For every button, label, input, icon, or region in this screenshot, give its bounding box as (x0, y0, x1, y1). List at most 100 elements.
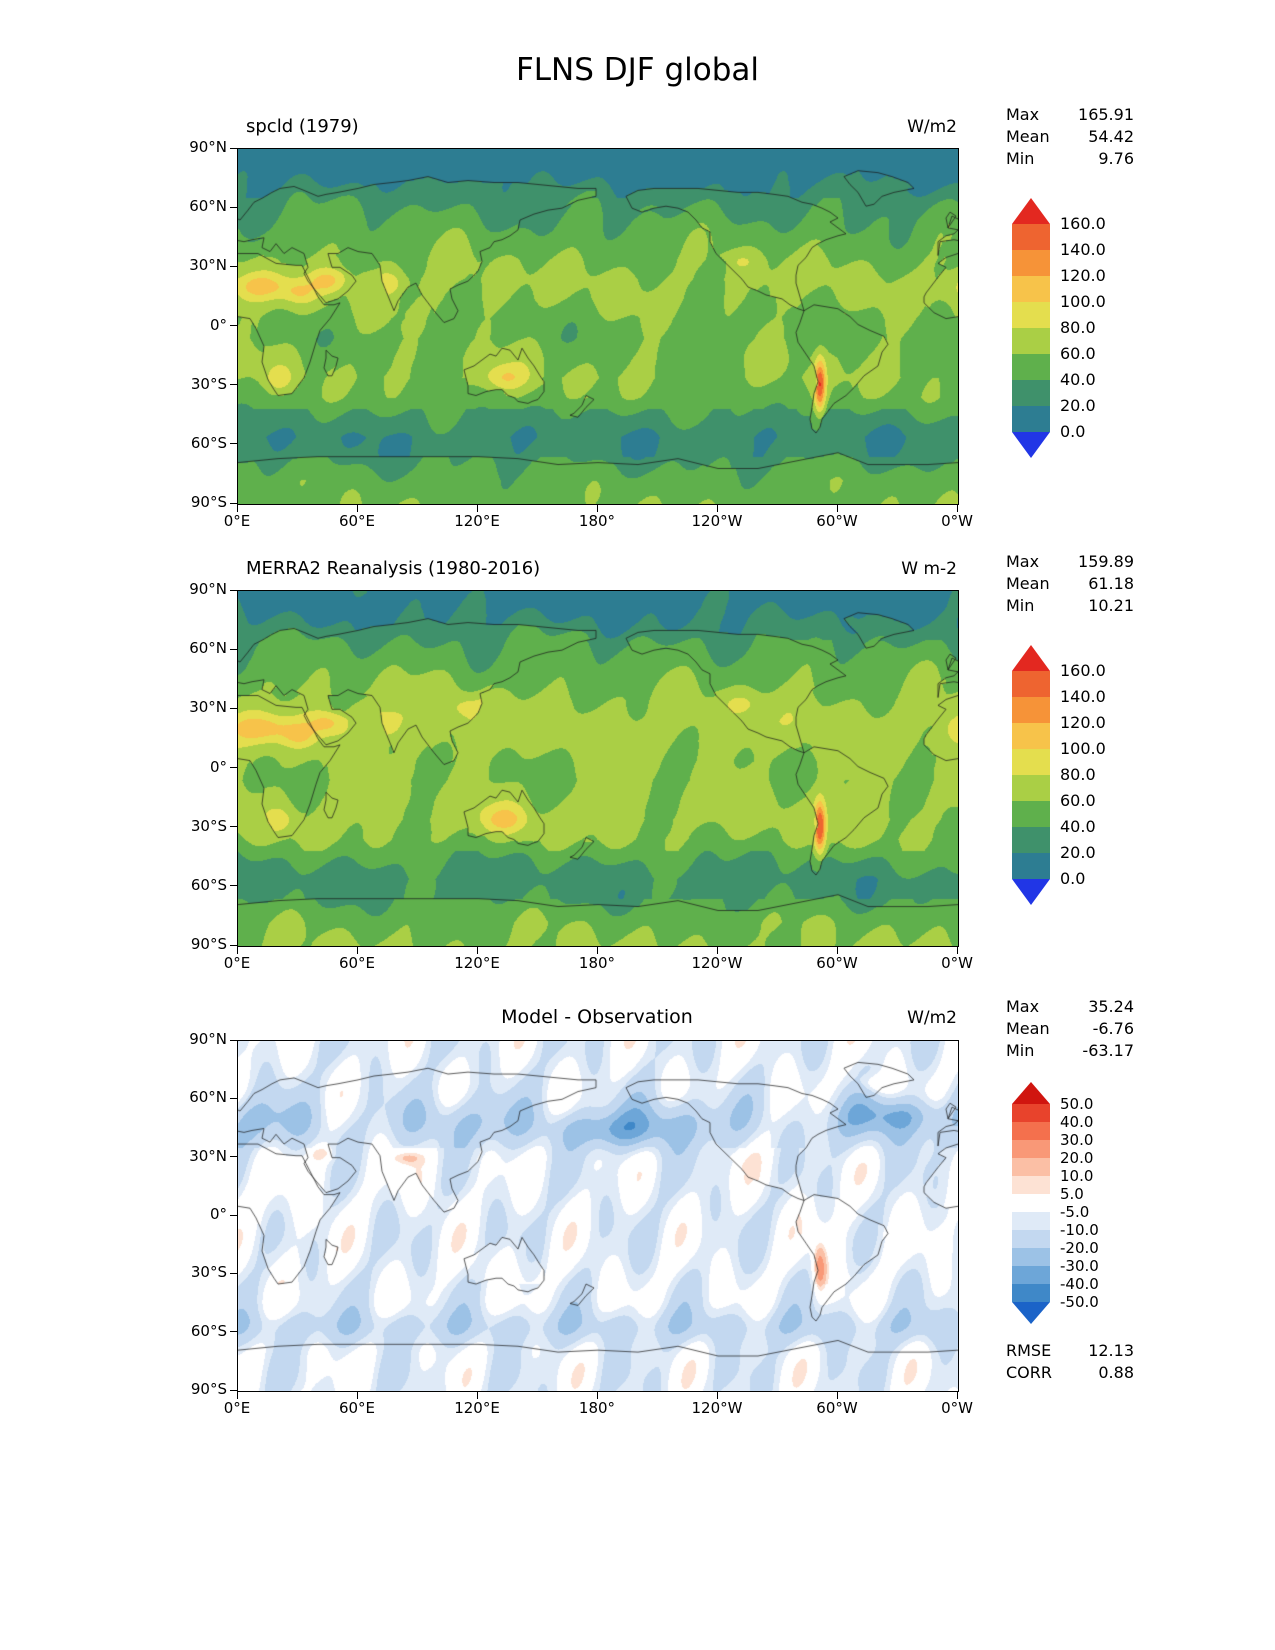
colorbar-segment (1012, 1248, 1050, 1266)
y-axis-tick-label: 60°S (190, 433, 227, 452)
y-axis-tick-label: 30°S (190, 374, 227, 393)
colorbar-tick-label: 40.0 (1060, 370, 1096, 389)
colorbar-segment (1012, 328, 1050, 354)
y-axis-tick-label: 90°N (189, 580, 227, 598)
stat-label: Max (1006, 552, 1040, 571)
y-axis-tick-mark (230, 1389, 237, 1391)
colorbar-tick-label: -5.0 (1060, 1203, 1090, 1221)
x-axis-tick-label: 180° (578, 954, 616, 972)
y-axis-tick-label: 90°N (189, 138, 227, 156)
y-axis-tick-label: 0° (209, 315, 227, 334)
colorbar-segment (1012, 302, 1050, 328)
x-axis-tick-mark (716, 1392, 718, 1399)
panel-units-difference: W/m2 (907, 1008, 957, 1028)
colorbar-tick-label: 100.0 (1060, 292, 1106, 311)
stat-value: 165.91 (1078, 105, 1134, 124)
map-canvas-reference (237, 590, 959, 947)
x-axis-tick-mark (476, 505, 478, 512)
colorbar-tick-label: 0.0 (1060, 869, 1086, 888)
stat-row-min: Min 10.21 (1006, 595, 1134, 617)
stats-block-reference: Max 159.89 Mean 61.18 Min 10.21 (1006, 551, 1134, 617)
x-axis-tick-label: 0°E (223, 512, 251, 530)
y-axis-tick-mark (230, 1097, 237, 1099)
colorbar-lower-arrow (1012, 879, 1050, 905)
y-axis-tick-mark (230, 206, 237, 208)
colorbar-segment (1012, 1230, 1050, 1248)
colorbar-tick-label: 160.0 (1060, 214, 1106, 233)
y-axis-tick-mark (230, 325, 237, 326)
colorbar-tick-label: 120.0 (1060, 266, 1106, 285)
y-axis-tick-mark (230, 944, 237, 946)
y-axis-tick-mark (230, 1331, 237, 1333)
stat-value: 61.18 (1088, 574, 1134, 593)
colorbar-tick-label: 0.0 (1060, 422, 1086, 441)
colorbar-tick-label: 5.0 (1060, 1185, 1084, 1203)
y-axis-tick-label: 60°N (189, 1088, 227, 1107)
colorbar-tick-label: 20.0 (1060, 843, 1096, 862)
colorbar-segment (1012, 1284, 1050, 1302)
y-axis-tick-label: 0° (209, 1205, 227, 1223)
colorbar-segment (1012, 697, 1050, 723)
colorbar-segment (1012, 276, 1050, 302)
stat-value: 159.89 (1078, 552, 1134, 571)
y-axis-tick-label: 30°N (189, 1146, 227, 1165)
y-axis-tick-mark (230, 589, 237, 591)
y-axis-tick-mark (230, 826, 237, 828)
y-axis-tick-label: 60°S (190, 1321, 227, 1340)
stat-row-max: Max 35.24 (1006, 996, 1134, 1018)
x-axis-tick-label: 60°E (338, 512, 376, 530)
stat-row-min: Min -63.17 (1006, 1040, 1134, 1062)
colorbar-upper-arrow (1012, 198, 1050, 224)
colorbar-segment (1012, 1104, 1050, 1122)
y-axis-tick-mark (230, 265, 237, 267)
x-axis-tick-mark (236, 947, 238, 954)
y-axis-tick-label: 90°S (190, 493, 227, 511)
colorbar-segment (1012, 827, 1050, 853)
colorbar-segment (1012, 723, 1050, 749)
y-axis-tick-mark (230, 1272, 237, 1274)
panel-units-reference: W m-2 (901, 559, 957, 579)
x-axis-tick-label: 0°W (941, 512, 973, 530)
stat-row-rmse: RMSE 12.13 (1006, 1340, 1134, 1362)
colorbar-tick-label: 100.0 (1060, 739, 1106, 758)
y-axis-tick-label: 30°S (190, 816, 227, 835)
stat-row-mean: Mean -6.76 (1006, 1018, 1134, 1040)
stat-label: Min (1006, 1041, 1035, 1060)
colorbar-tick-label: 80.0 (1060, 765, 1096, 784)
x-axis-tick-mark (596, 1392, 598, 1399)
y-axis-tick-mark (230, 707, 237, 709)
x-axis-tick-mark (956, 505, 958, 512)
colorbar-tick-label: 20.0 (1060, 396, 1096, 415)
stat-row-min: Min 9.76 (1006, 148, 1134, 170)
colorbar-segment (1012, 1212, 1050, 1230)
y-axis-tick-label: 90°S (190, 1380, 227, 1398)
y-axis-tick-label: 0° (209, 757, 227, 776)
colorbar-tick-label: 160.0 (1060, 661, 1106, 680)
x-axis-tick-label: 180° (578, 512, 616, 530)
colorbar-tick-label: -30.0 (1060, 1257, 1099, 1275)
stat-row-max: Max 165.91 (1006, 104, 1134, 126)
y-axis-tick-label: 90°N (189, 1030, 227, 1048)
colorbar-tick-label: 20.0 (1060, 1149, 1094, 1167)
y-axis-tick-mark (230, 502, 237, 504)
stat-row-mean: Mean 61.18 (1006, 573, 1134, 595)
x-axis-tick-mark (716, 505, 718, 512)
y-axis-tick-mark (230, 1039, 237, 1041)
x-axis-tick-mark (956, 1392, 958, 1399)
stat-value: 35.24 (1088, 997, 1134, 1016)
x-axis-tick-mark (236, 505, 238, 512)
colorbar-tick-label: 140.0 (1060, 687, 1106, 706)
colorbar-segment (1012, 1194, 1050, 1212)
colorbar-tick-label: 10.0 (1060, 1167, 1094, 1185)
colorbar-tick-label: -50.0 (1060, 1293, 1099, 1311)
colorbar-tick-label: 60.0 (1060, 791, 1096, 810)
stat-value: 12.13 (1088, 1341, 1134, 1360)
x-axis-tick-mark (476, 947, 478, 954)
colorbar-tick-label: 30.0 (1060, 1131, 1094, 1149)
colorbar-tick-label: 120.0 (1060, 713, 1106, 732)
stat-value: 54.42 (1088, 127, 1134, 146)
colorbar-tick-label: 140.0 (1060, 240, 1106, 259)
colorbar-tick-label: -40.0 (1060, 1275, 1099, 1293)
x-axis-tick-mark (356, 505, 358, 512)
x-axis-tick-label: 60°E (338, 954, 376, 972)
